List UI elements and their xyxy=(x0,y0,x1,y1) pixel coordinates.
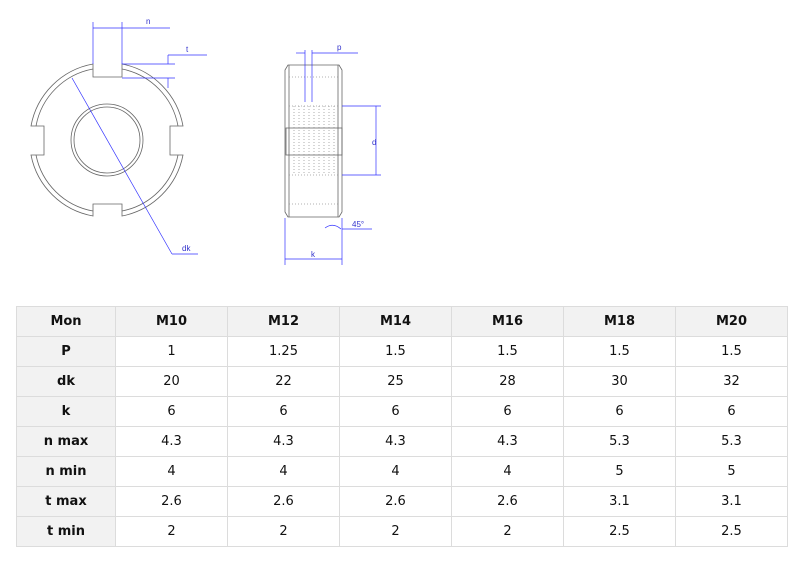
table-cell: 4.3 xyxy=(339,426,452,457)
column-header: Mon xyxy=(16,306,116,337)
column-header: M10 xyxy=(115,306,228,337)
table-cell: 30 xyxy=(563,366,676,397)
table-row: P 1 1.25 1.5 1.5 1.5 1.5 xyxy=(16,336,788,367)
row-header: dk xyxy=(16,366,116,397)
column-header: M18 xyxy=(563,306,676,337)
table-cell: 2.5 xyxy=(563,516,676,547)
table-cell: 4 xyxy=(451,456,564,487)
table-cell: 1.25 xyxy=(227,336,340,367)
technical-drawing: n t dk p d 45° k xyxy=(30,17,381,265)
table-cell: 28 xyxy=(451,366,564,397)
table-cell: 5 xyxy=(675,456,788,487)
front-view xyxy=(30,63,184,217)
table-cell: 20 xyxy=(115,366,228,397)
table-cell: 22 xyxy=(227,366,340,397)
row-header: t min xyxy=(16,516,116,547)
side-view xyxy=(284,64,343,218)
column-header: M14 xyxy=(339,306,452,337)
label-p: p xyxy=(337,43,342,52)
column-header: M12 xyxy=(227,306,340,337)
table-cell: 32 xyxy=(675,366,788,397)
table-cell: 1.5 xyxy=(339,336,452,367)
table-cell: 2 xyxy=(227,516,340,547)
table-cell: 2 xyxy=(339,516,452,547)
table-cell: 25 xyxy=(339,366,452,397)
table-cell: 3.1 xyxy=(675,486,788,517)
row-header: P xyxy=(16,336,116,367)
table-cell: 1.5 xyxy=(675,336,788,367)
table-cell: 2.6 xyxy=(339,486,452,517)
table-cell: 1.5 xyxy=(563,336,676,367)
table-cell: 4.3 xyxy=(227,426,340,457)
table-cell: 4 xyxy=(115,456,228,487)
column-header: M20 xyxy=(675,306,788,337)
inner-contour xyxy=(35,68,179,212)
label-d: d xyxy=(372,138,376,147)
table-cell: 5.3 xyxy=(563,426,676,457)
table-cell: 3.1 xyxy=(563,486,676,517)
table-cell: 2.6 xyxy=(227,486,340,517)
bore-inner xyxy=(73,106,141,174)
label-dk: dk xyxy=(182,244,191,253)
table-cell: 6 xyxy=(115,396,228,427)
table-cell: 6 xyxy=(227,396,340,427)
row-header: t max xyxy=(16,486,116,517)
row-header: k xyxy=(16,396,116,427)
front-dimensions xyxy=(71,22,207,255)
table-cell: 1.5 xyxy=(451,336,564,367)
table-cell: 6 xyxy=(339,396,452,427)
table-row: t max 2.6 2.6 2.6 2.6 3.1 3.1 xyxy=(16,486,788,517)
row-header: n max xyxy=(16,426,116,457)
side-dimensions xyxy=(284,50,381,265)
row-header: n min xyxy=(16,456,116,487)
label-angle: 45° xyxy=(352,220,364,229)
table-cell: 1 xyxy=(115,336,228,367)
table-cell: 6 xyxy=(675,396,788,427)
table-cell: 2 xyxy=(115,516,228,547)
table-cell: 4.3 xyxy=(115,426,228,457)
table-cell: 4.3 xyxy=(451,426,564,457)
table-cell: 4 xyxy=(339,456,452,487)
spec-table: Mon M10 M12 M14 M16 M18 M20 P 1 1.25 1.5 1.5 1.5 1.5… xyxy=(16,306,788,547)
column-header: M16 xyxy=(451,306,564,337)
table-row: n max 4.3 4.3 4.3 4.3 5.3 5.3 xyxy=(16,426,788,457)
table-cell: 2.5 xyxy=(675,516,788,547)
table-row: n min 4 4 4 4 5 5 xyxy=(16,456,788,487)
table-cell: 6 xyxy=(451,396,564,427)
table-row: t min 2 2 2 2 2.5 2.5 xyxy=(16,516,788,547)
label-k: k xyxy=(311,250,316,259)
table-cell: 5 xyxy=(563,456,676,487)
table-cell: 6 xyxy=(563,396,676,427)
table-header-row: Mon M10 M12 M14 M16 M18 M20 xyxy=(16,306,788,337)
label-t: t xyxy=(186,45,189,54)
bore-outer xyxy=(70,103,144,177)
outer-contour xyxy=(30,63,184,217)
table-cell: 2.6 xyxy=(115,486,228,517)
table-row: dk 20 22 25 28 30 32 xyxy=(16,366,788,397)
table-cell: 2 xyxy=(451,516,564,547)
table-cell: 5.3 xyxy=(675,426,788,457)
table-cell: 4 xyxy=(227,456,340,487)
table-cell: 2.6 xyxy=(451,486,564,517)
label-n: n xyxy=(146,17,150,26)
